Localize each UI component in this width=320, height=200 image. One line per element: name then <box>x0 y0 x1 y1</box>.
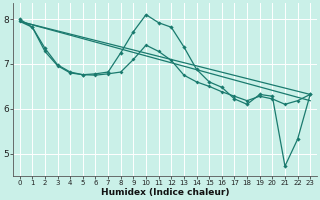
X-axis label: Humidex (Indice chaleur): Humidex (Indice chaleur) <box>101 188 229 197</box>
